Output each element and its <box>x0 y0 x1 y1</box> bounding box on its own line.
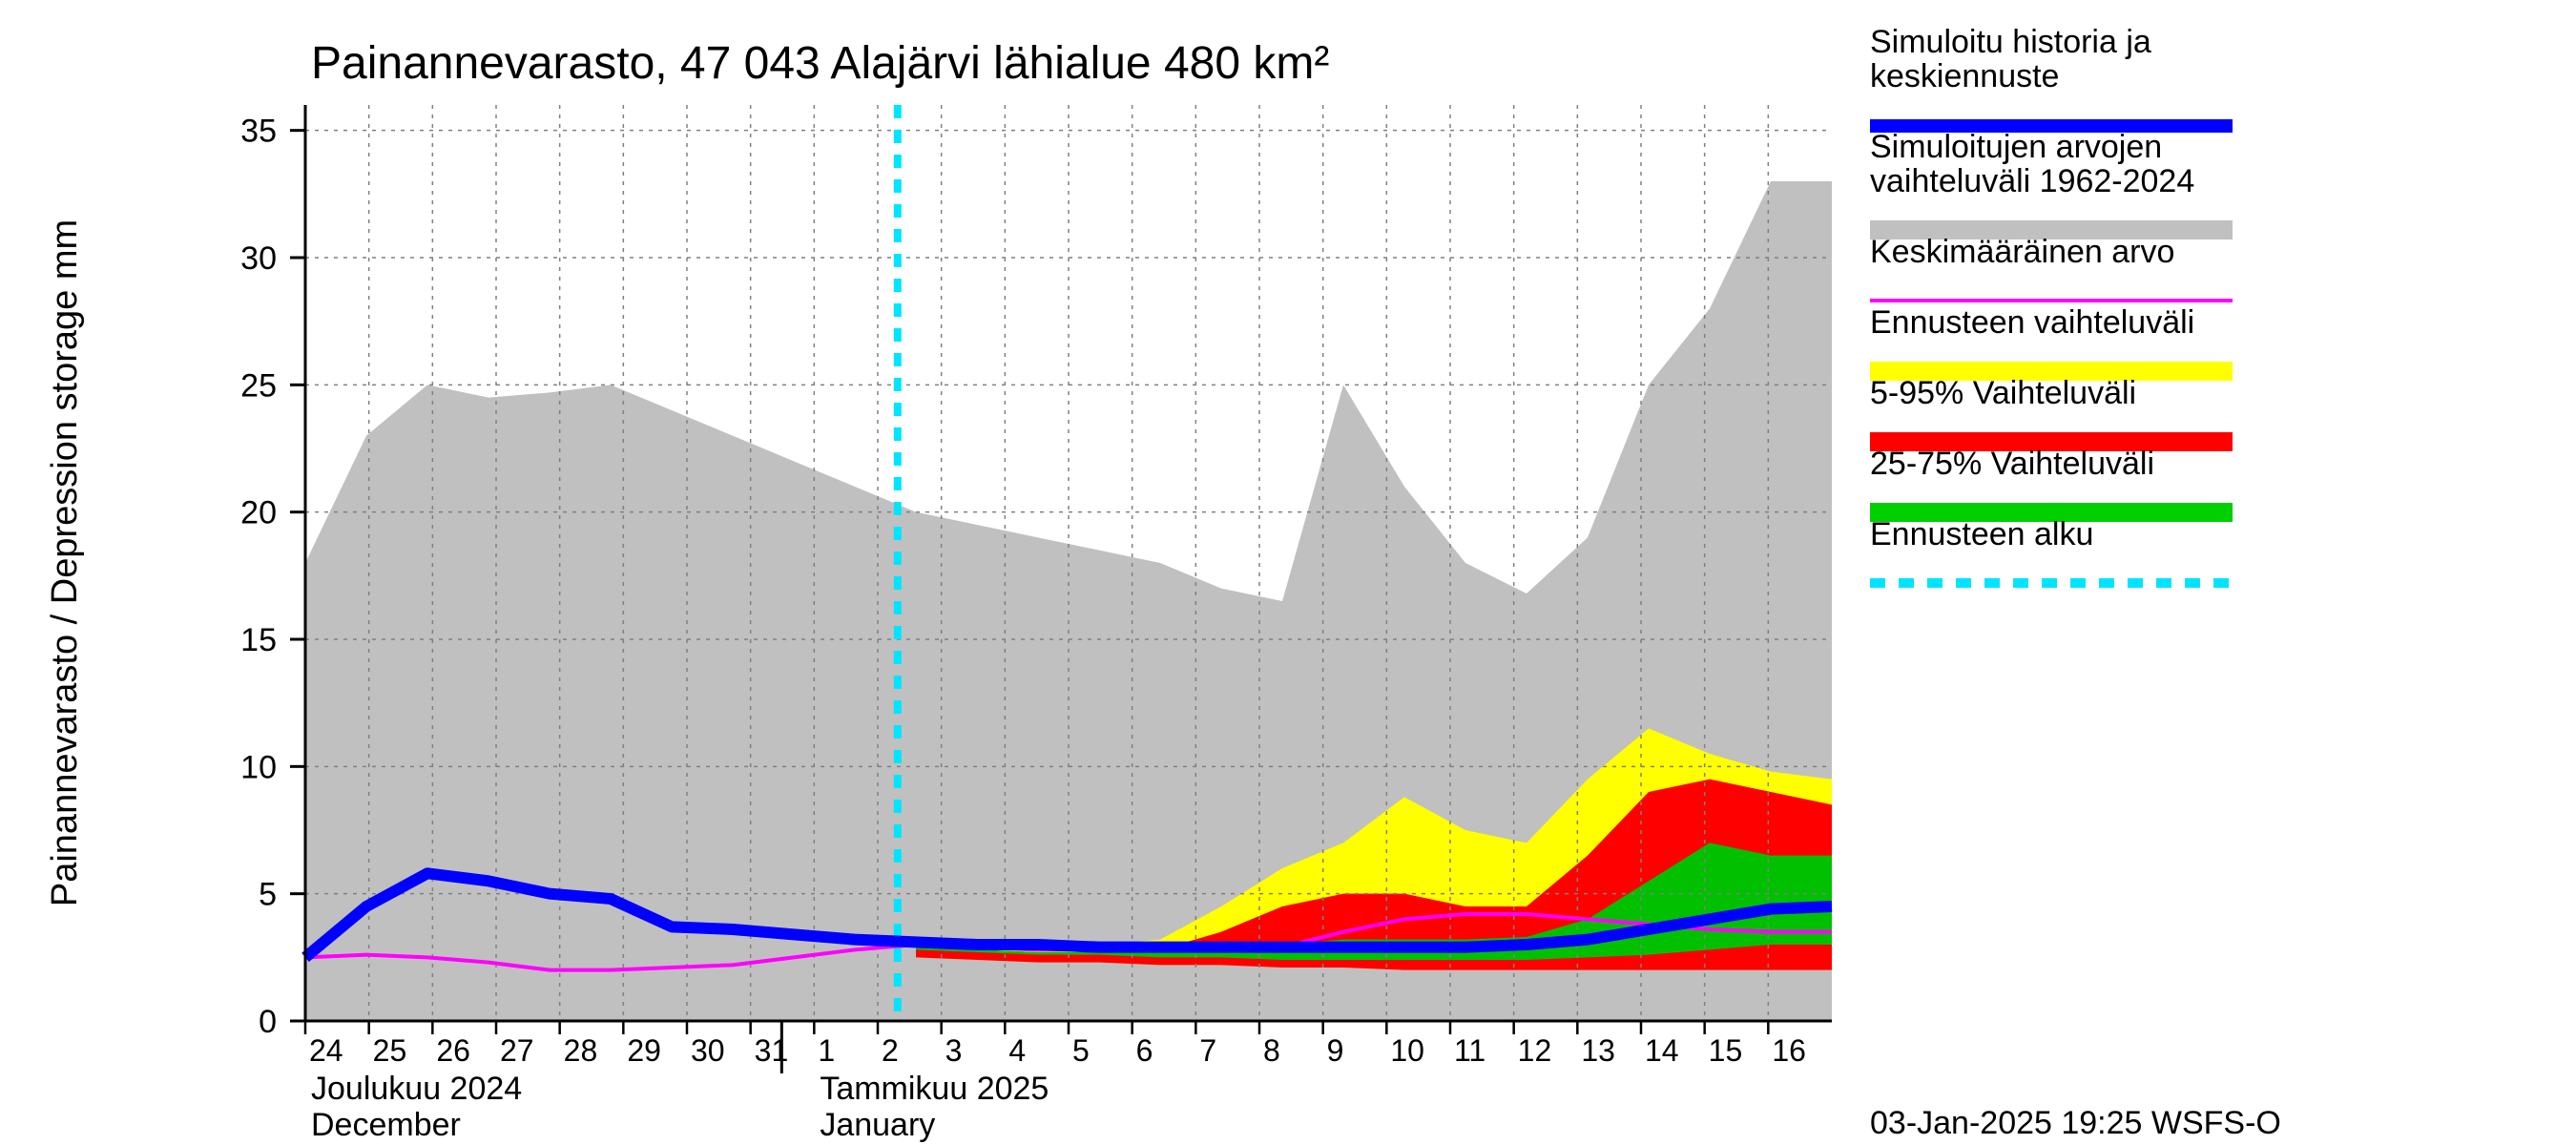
legend-item-label: 5-95% Vaihteluväli <box>1870 375 2136 411</box>
y-tick-label: 15 <box>240 622 277 658</box>
month-label-left-1: Joulukuu 2024 <box>311 1071 522 1107</box>
x-date-label: 12 <box>1518 1033 1552 1068</box>
y-tick-label: 5 <box>259 877 277 913</box>
x-date-label: 28 <box>564 1033 598 1068</box>
x-date-label: 6 <box>1136 1033 1153 1068</box>
x-date-labels: 242526272829303112345678910111213141516 <box>305 1021 1806 1068</box>
x-date-label: 11 <box>1454 1033 1485 1068</box>
x-date-label: 26 <box>436 1033 470 1068</box>
chart-title: Painannevarasto, 47 043 Alajärvi lähialu… <box>311 38 1329 89</box>
x-date-label: 14 <box>1645 1033 1679 1068</box>
y-tick-label: 20 <box>240 495 277 531</box>
legend-item-label: Simuloitujen arvojen <box>1870 129 2162 165</box>
month-label-right-1: Tammikuu 2025 <box>820 1071 1049 1107</box>
y-tick-label: 25 <box>240 367 277 404</box>
x-date-label: 24 <box>309 1033 343 1068</box>
y-axis-title: Painannevarasto / Depression storage mm <box>45 219 85 906</box>
legend-item-label: keskiennuste <box>1870 58 2059 94</box>
legend: Simuloitu historia jakeskiennuste Simuloi… <box>1870 24 2233 583</box>
footer-timestamp: 03-Jan-2025 19:25 WSFS-O <box>1870 1105 2281 1141</box>
legend-item-label: vaihteluväli 1962-2024 <box>1870 163 2194 199</box>
chart-svg: 05101520253035 2425262728293031123456789… <box>0 0 2576 1145</box>
x-date-label: 3 <box>945 1033 963 1068</box>
x-date-label: 16 <box>1772 1033 1806 1068</box>
y-tick-label: 35 <box>240 114 277 150</box>
x-date-label: 7 <box>1199 1033 1216 1068</box>
legend-item-label: Ennusteen vaihteluväli <box>1870 304 2194 341</box>
chart-container: 05101520253035 2425262728293031123456789… <box>0 0 2576 1145</box>
x-date-label: 2 <box>882 1033 899 1068</box>
x-date-label: 31 <box>755 1033 789 1068</box>
y-tick-label: 0 <box>259 1004 277 1040</box>
y-tick-label: 10 <box>240 749 277 785</box>
month-label-right-2: January <box>820 1107 935 1143</box>
x-date-label: 27 <box>500 1033 534 1068</box>
x-date-label: 5 <box>1072 1033 1090 1068</box>
y-tick-label: 30 <box>240 240 277 277</box>
x-date-label: 8 <box>1263 1033 1280 1068</box>
legend-item-label: Ennusteen alku <box>1870 516 2093 552</box>
month-label-left-2: December <box>311 1107 461 1143</box>
y-tick-labels: 0 5 10 15 20 25 30 35 <box>240 114 277 1040</box>
x-date-label: 4 <box>1008 1033 1026 1068</box>
x-date-label: 15 <box>1709 1033 1743 1068</box>
legend-item-label: Keskimääräinen arvo <box>1870 234 2174 270</box>
legend-item-label: 25-75% Vaihteluväli <box>1870 446 2154 482</box>
x-date-label: 13 <box>1581 1033 1615 1068</box>
legend-item-label: Simuloitu historia ja <box>1870 24 2151 60</box>
x-date-label: 30 <box>691 1033 725 1068</box>
x-date-label: 10 <box>1390 1033 1424 1068</box>
x-date-label: 1 <box>818 1033 835 1068</box>
x-date-label: 9 <box>1327 1033 1344 1068</box>
x-date-label: 29 <box>627 1033 661 1068</box>
x-date-label: 25 <box>373 1033 407 1068</box>
